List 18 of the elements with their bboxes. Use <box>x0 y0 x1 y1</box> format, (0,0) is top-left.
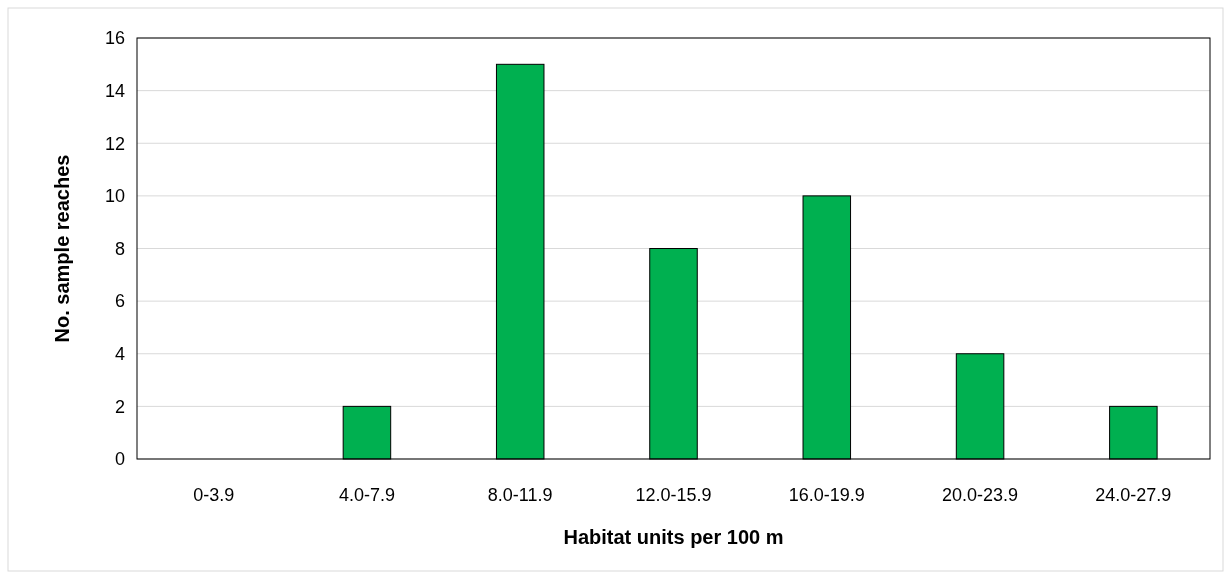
y-tick-label: 14 <box>104 80 125 101</box>
x-tick-label: 8.0-11.9 <box>487 485 553 505</box>
y-tick-label: 10 <box>104 186 125 207</box>
x-tick-label: 20.0-23.9 <box>942 485 1019 505</box>
x-tick-label: 12.0-15.9 <box>635 485 712 505</box>
y-axis-title: No. sample reaches <box>51 154 73 343</box>
x-tick-label: 24.0-27.9 <box>1095 485 1172 505</box>
x-axis-title: Habitat units per 100 m <box>563 526 784 548</box>
y-tick-label: 16 <box>104 28 125 49</box>
y-tick-label: 8 <box>114 238 125 259</box>
y-tick-label: 0 <box>114 449 125 470</box>
x-tick-label: 16.0-19.9 <box>788 485 865 505</box>
y-tick-label: 2 <box>114 396 125 417</box>
y-tick-label: 6 <box>114 291 125 312</box>
y-tick-label: 12 <box>104 133 125 154</box>
x-tick-label: 4.0-7.9 <box>338 485 395 505</box>
x-tick-label: 0-3.9 <box>193 485 235 505</box>
y-tick-label: 4 <box>114 344 125 365</box>
